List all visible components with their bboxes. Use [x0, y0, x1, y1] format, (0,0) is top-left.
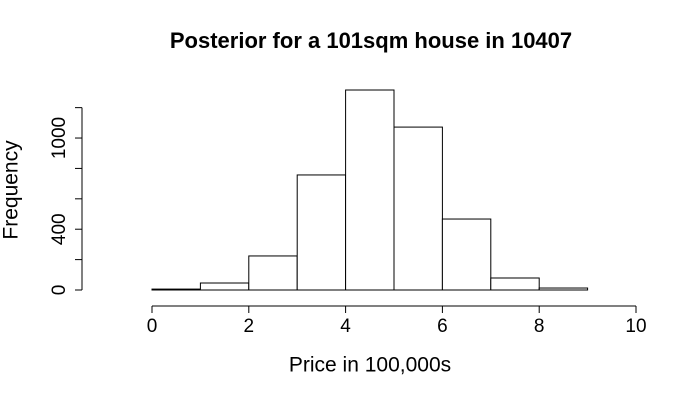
bar	[538, 287, 589, 291]
x-tick-label: 6	[437, 316, 448, 337]
x-tick-label: 8	[534, 316, 545, 337]
x-tick-label: 10	[625, 316, 646, 337]
y-axis-label: Frequency	[0, 140, 23, 240]
y-tick-label: 1000	[49, 117, 70, 159]
bar	[296, 174, 347, 291]
x-tick-label: 4	[340, 316, 351, 337]
bar	[199, 282, 250, 291]
x-tick-label: 0	[147, 316, 158, 337]
bar	[393, 126, 443, 291]
bar	[345, 89, 395, 291]
y-tick-label: 400	[49, 213, 70, 245]
y-tick-label: 0	[49, 285, 70, 296]
x-tick-label: 2	[244, 316, 255, 337]
bar	[151, 288, 201, 291]
chart-title: Posterior for a 101sqm house in 10407	[170, 28, 572, 53]
x-axis-label: Price in 100,000s	[289, 354, 451, 377]
bar	[490, 277, 540, 291]
bar	[248, 255, 298, 291]
bar	[441, 218, 492, 291]
